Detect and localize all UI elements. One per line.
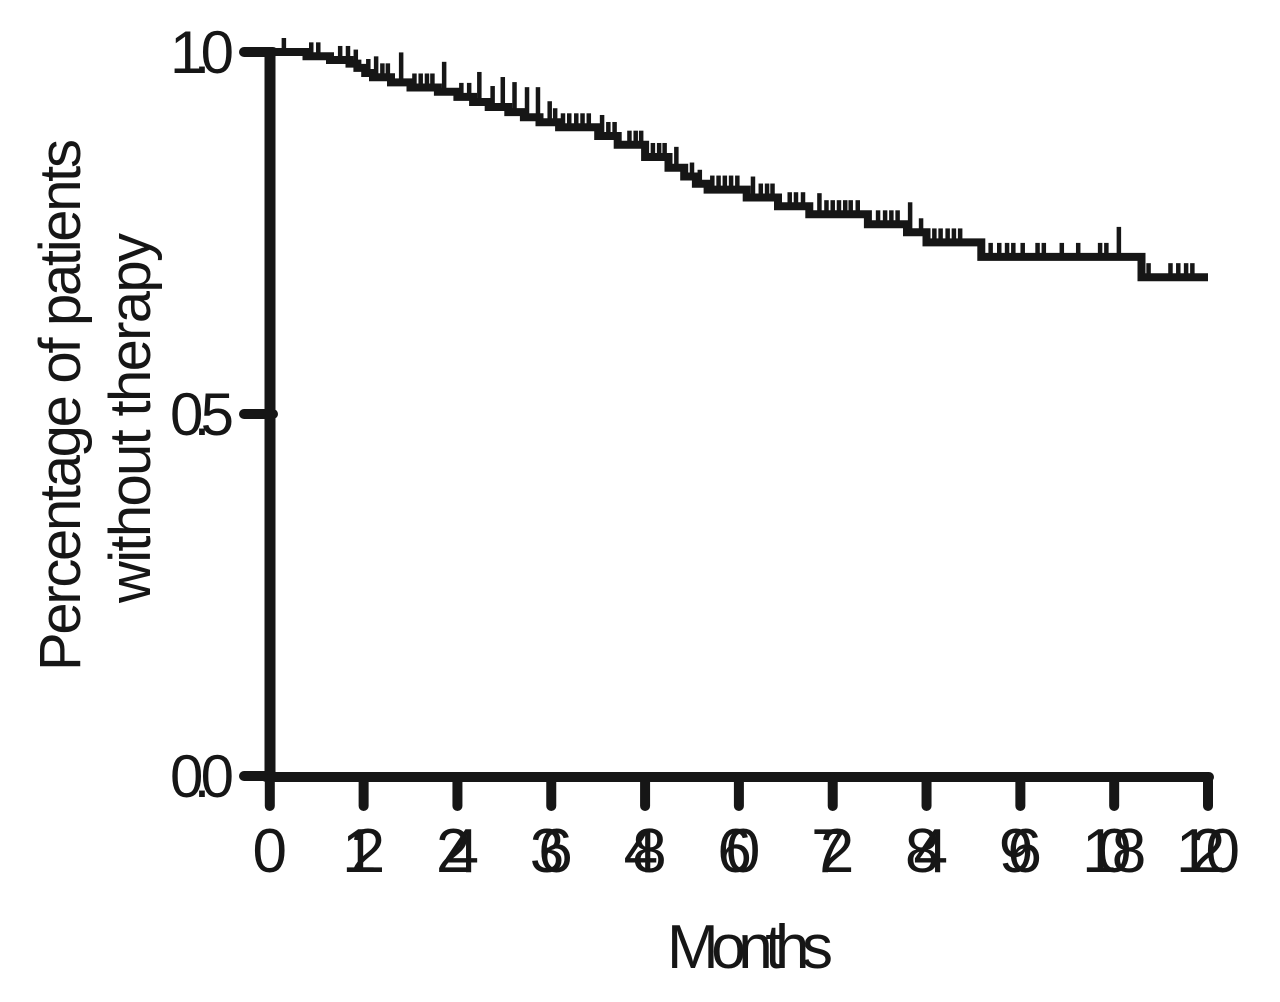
x-tick-label: 60 [717,817,760,886]
x-axis-title: Months [667,913,833,982]
x-tick-label: 48 [624,817,667,886]
tick-labels-layer: 1.0 0.5 0.0 0 12 24 36 48 60 72 84 96 108 120 [170,19,1240,886]
y-tick-label: 0.0 [170,743,234,810]
x-tick-label: 84 [905,817,948,886]
x-tick-label: 0 [253,817,287,886]
y-tick-label: 1.0 [170,19,234,86]
axes-layer [261,48,1214,782]
x-tick-label: 108 [1082,817,1146,886]
x-tick-label: 12 [342,817,385,886]
x-tick-label: 72 [811,817,854,886]
survival-curve-layer [269,38,1208,282]
ticks-layer [239,47,1213,811]
y-axis-title-line2: without therapy [98,233,163,604]
y-tick-label: 0.5 [170,381,234,448]
y-axis-title-line1: Percentage of patients [28,139,93,671]
survival-curve [269,48,1208,282]
x-tick-label: 120 [1176,817,1240,886]
x-tick-label: 36 [530,817,573,886]
x-tick-label: 96 [999,817,1042,886]
x-tick-label: 24 [436,817,479,886]
